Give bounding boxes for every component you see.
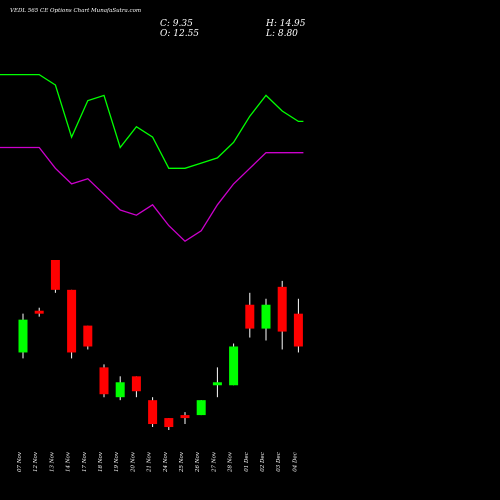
candle-14 bbox=[245, 292, 255, 338]
candle-body bbox=[164, 418, 174, 428]
x-tick-label: 19 Nov bbox=[114, 451, 120, 472]
x-tick-label: 20 Nov bbox=[130, 451, 136, 473]
x-tick-label: 12 Nov bbox=[33, 451, 39, 472]
chart-title: VEDL 565 CE Options Chart MunafaSutra.co… bbox=[10, 8, 142, 14]
candle-body bbox=[67, 289, 77, 353]
candle-body bbox=[180, 415, 190, 419]
candles bbox=[18, 260, 303, 430]
candle-4 bbox=[83, 325, 93, 350]
candle-15 bbox=[261, 298, 271, 341]
candle-body bbox=[99, 367, 109, 395]
x-axis-labels: 07 Nov 12 Nov 13 Nov 14 Nov 17 Nov 18 Nov 19 N… bbox=[17, 451, 298, 473]
candle-body bbox=[229, 346, 239, 386]
candle-6 bbox=[115, 376, 125, 401]
candle-1 bbox=[34, 307, 44, 317]
x-tick-label: 03 Dec bbox=[276, 452, 282, 472]
candle-body bbox=[212, 382, 222, 386]
candle-body bbox=[277, 286, 287, 332]
candle-12 bbox=[212, 367, 222, 398]
candle-2 bbox=[50, 260, 60, 293]
indicator-lines bbox=[0, 73, 304, 243]
candle-body bbox=[34, 310, 44, 314]
x-tick-label: 17 Nov bbox=[82, 451, 88, 472]
candle-10 bbox=[180, 412, 190, 425]
close-value: C: 9.35 bbox=[160, 19, 193, 29]
candle-body bbox=[115, 382, 125, 398]
candle-body bbox=[261, 304, 271, 329]
candle-5 bbox=[99, 364, 109, 398]
candle-body bbox=[148, 400, 158, 425]
open-value: O: 12.55 bbox=[160, 29, 200, 39]
x-tick-label: 01 Dec bbox=[244, 452, 250, 472]
upper-indicator-line bbox=[0, 73, 304, 169]
candle-body bbox=[131, 376, 141, 392]
lower-indicator-line bbox=[0, 146, 304, 243]
x-tick-label: 02 Dec bbox=[260, 452, 266, 472]
candle-0 bbox=[18, 313, 28, 359]
low-value: L: 8.80 bbox=[266, 29, 298, 39]
x-tick-label: 07 Nov bbox=[17, 451, 23, 472]
candle-body bbox=[245, 304, 255, 329]
candle-11 bbox=[196, 400, 206, 416]
high-value: H: 14.95 bbox=[266, 19, 306, 29]
candle-9 bbox=[164, 418, 174, 430]
x-tick-label: 24 Nov bbox=[163, 451, 169, 473]
x-tick-label: 26 Nov bbox=[195, 451, 201, 473]
x-tick-label: 13 Nov bbox=[49, 451, 55, 472]
x-tick-label: 14 Nov bbox=[66, 451, 72, 472]
candle-body bbox=[293, 313, 303, 347]
x-tick-label: 25 Nov bbox=[179, 451, 185, 473]
candle-body bbox=[83, 325, 93, 347]
candle-body bbox=[50, 260, 60, 290]
x-tick-label: 18 Nov bbox=[98, 451, 104, 472]
x-tick-label: 28 Nov bbox=[228, 451, 234, 473]
x-tick-label: 04 Dec bbox=[292, 452, 298, 472]
candle-7 bbox=[131, 376, 141, 398]
candle-8 bbox=[148, 397, 158, 428]
candle-17 bbox=[293, 298, 303, 353]
x-tick-label: 27 Nov bbox=[211, 451, 217, 473]
x-tick-label: 21 Nov bbox=[147, 451, 153, 473]
candle-13 bbox=[229, 343, 239, 386]
candle-body bbox=[196, 400, 206, 416]
candle-16 bbox=[277, 280, 287, 350]
candle-body bbox=[18, 319, 28, 353]
candle-3 bbox=[67, 289, 77, 359]
